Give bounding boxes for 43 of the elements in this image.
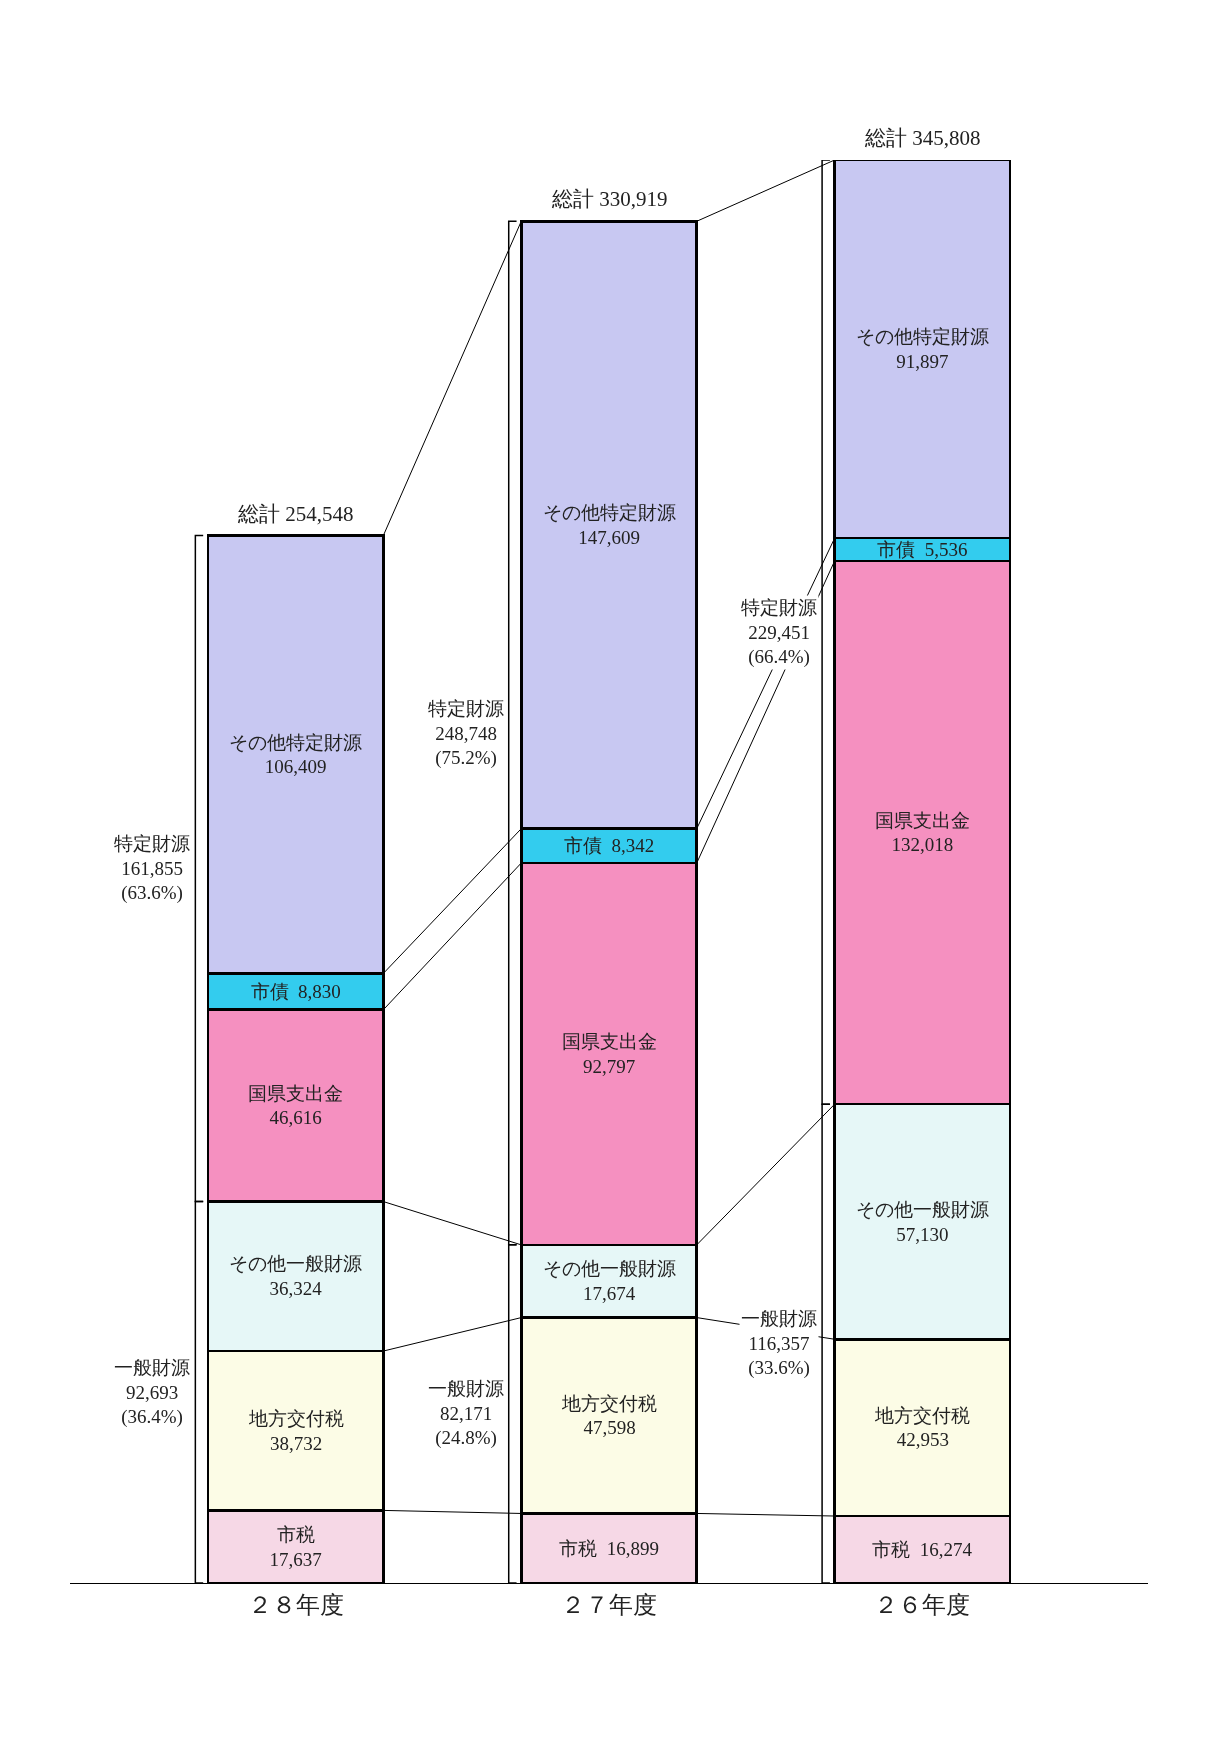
data-label: 106,409 (264, 756, 327, 778)
data-label: 57,130 (896, 1223, 949, 1245)
data-label: 17,637 (269, 1548, 322, 1570)
annotation: 一般財源 92,693 (36.4%) (114, 1357, 190, 1429)
text: 地方交付税 (562, 1392, 657, 1414)
data-label: 92,797 (582, 1055, 636, 1077)
data-label: 147,609 (578, 526, 640, 548)
text: 市税 16,274 (872, 1539, 972, 1561)
text: その他特定財源 (542, 502, 676, 524)
series-label: 市税 (276, 1523, 315, 1545)
series-label: その他特定財源 (229, 731, 363, 753)
x-tick-label: ２６年度 (874, 1591, 971, 1618)
data-label: 91,897 (896, 350, 949, 372)
text: 地方交付税 (875, 1404, 971, 1426)
data-label: 38,732 (270, 1432, 323, 1454)
data-label: 132,018 (891, 834, 954, 856)
data-label: 36,324 (269, 1278, 323, 1300)
x-tick-label: ２８年度 (247, 1591, 344, 1618)
data-label: 42,953 (896, 1429, 949, 1451)
annotation: 特定財源 161,855 (63.6%) (114, 833, 190, 905)
text: その他一般財源 (229, 1253, 363, 1275)
data-label: 47,598 (583, 1417, 636, 1439)
text: 市債 8,342 (563, 835, 655, 857)
annotation: 一般財源 82,171 (24.8%) (428, 1378, 504, 1450)
annotation: 一般財源 116,357 (33.6%) (741, 1308, 817, 1380)
text: 国県支出金 (874, 809, 970, 831)
data-label: 46,616 (269, 1107, 322, 1129)
total-label: 総計 254,548 (237, 502, 354, 526)
text: 国県支出金 (561, 1031, 657, 1053)
text: 市税 16,899 (559, 1537, 659, 1559)
text: 市債 8,830 (250, 981, 341, 1003)
text: その他一般財源 (855, 1198, 989, 1220)
series-label: 地方交付税 (247, 1407, 344, 1429)
total-label: 総計 345,808 (864, 126, 981, 150)
x-tick-label: ２７年度 (561, 1591, 657, 1618)
series-label: 国県支出金 (248, 1082, 344, 1104)
data-label: 17,674 (582, 1283, 636, 1305)
annotation: 特定財源 248,748 (75.2%) (428, 698, 504, 770)
text: その他特定財源 (855, 326, 989, 348)
annotation: 特定財源 229,451 (66.4%) (741, 597, 817, 669)
text: 市債 5,536 (877, 539, 968, 561)
total-label: 総計 330,919 (551, 187, 668, 211)
series-label: その他一般財源 (542, 1258, 676, 1280)
